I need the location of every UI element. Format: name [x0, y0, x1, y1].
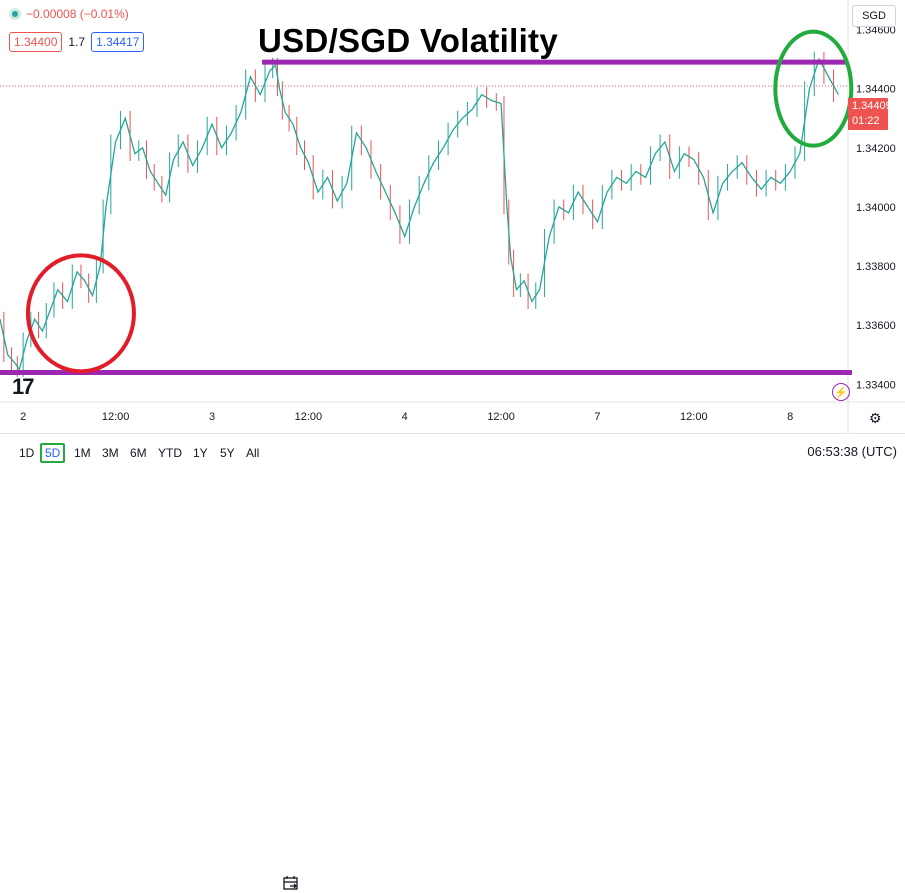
x-tick-label: 12:00	[102, 411, 130, 423]
y-tick-label: 1.34000	[856, 202, 896, 214]
x-tick-label: 3	[209, 411, 215, 423]
x-tick-label: 8	[787, 411, 793, 423]
tradingview-logo-icon[interactable]: 17	[12, 374, 35, 399]
x-tick-label: 12:00	[680, 411, 708, 423]
chart-title: USD/SGD Volatility	[258, 22, 558, 59]
symbol-header: −0.00008 (−0.01%)	[12, 7, 129, 21]
y-tick-label: 1.34200	[856, 143, 896, 155]
currency-button[interactable]: SGD	[852, 5, 896, 27]
x-tick-label: 2	[20, 411, 26, 423]
timeframe-5d[interactable]: 5D	[40, 443, 66, 463]
x-tick-label: 12:00	[295, 411, 323, 423]
timeframe-5y[interactable]: 5Y	[220, 446, 235, 460]
market-open-dot	[12, 11, 18, 17]
utc-clock[interactable]: 06:53:38 (UTC)	[807, 444, 897, 459]
sell-quote[interactable]: 1.34400	[9, 32, 63, 52]
timeframe-1y[interactable]: 1Y	[193, 446, 208, 460]
calendar-icon[interactable]	[282, 875, 300, 893]
quote-row: 1.34400 1.7 1.34417	[9, 32, 145, 52]
timeframe-3m[interactable]: 3M	[102, 446, 119, 460]
settings-icon[interactable]: ⚙	[869, 410, 882, 426]
support-highlight-circle	[25, 253, 136, 374]
x-tick-label: 7	[594, 411, 600, 423]
price-series-line	[0, 57, 839, 372]
last-price-tag: 1.34409 01:22	[848, 98, 892, 130]
y-tick-label: 1.33400	[856, 379, 896, 391]
x-tick-label: 4	[402, 411, 408, 423]
y-tick-label: 1.34600	[856, 25, 896, 37]
spread-value: 1.7	[68, 35, 86, 49]
timeframe-all[interactable]: All	[246, 446, 260, 460]
bolt-icon[interactable]: ⚡	[832, 383, 850, 401]
price-chart[interactable]: 1.34600 1.34400 1.34200 1.34000 1.33800 1.336…	[0, 0, 905, 433]
y-tick-label: 1.34400	[856, 84, 896, 96]
resistance-highlight-circle	[773, 29, 854, 148]
timeframe-1m[interactable]: 1M	[74, 446, 91, 460]
timeframe-ytd[interactable]: YTD	[158, 446, 182, 460]
bottom-toolbar: 1D 5D 1M 3M 6M YTD 1Y 5Y All 06:53:38 (UTC)	[0, 433, 905, 890]
y-tick-label: 1.33600	[856, 320, 896, 332]
last-price-value: 1.34409	[852, 100, 892, 112]
timeframe-6m[interactable]: 6M	[130, 446, 147, 460]
y-tick-label: 1.33800	[856, 261, 896, 273]
timeframe-1d[interactable]: 1D	[19, 446, 35, 460]
x-tick-label: 12:00	[487, 411, 515, 423]
buy-quote[interactable]: 1.34417	[91, 32, 145, 52]
bar-countdown: 01:22	[852, 115, 880, 127]
price-change: −0.00008 (−0.01%)	[26, 7, 129, 21]
